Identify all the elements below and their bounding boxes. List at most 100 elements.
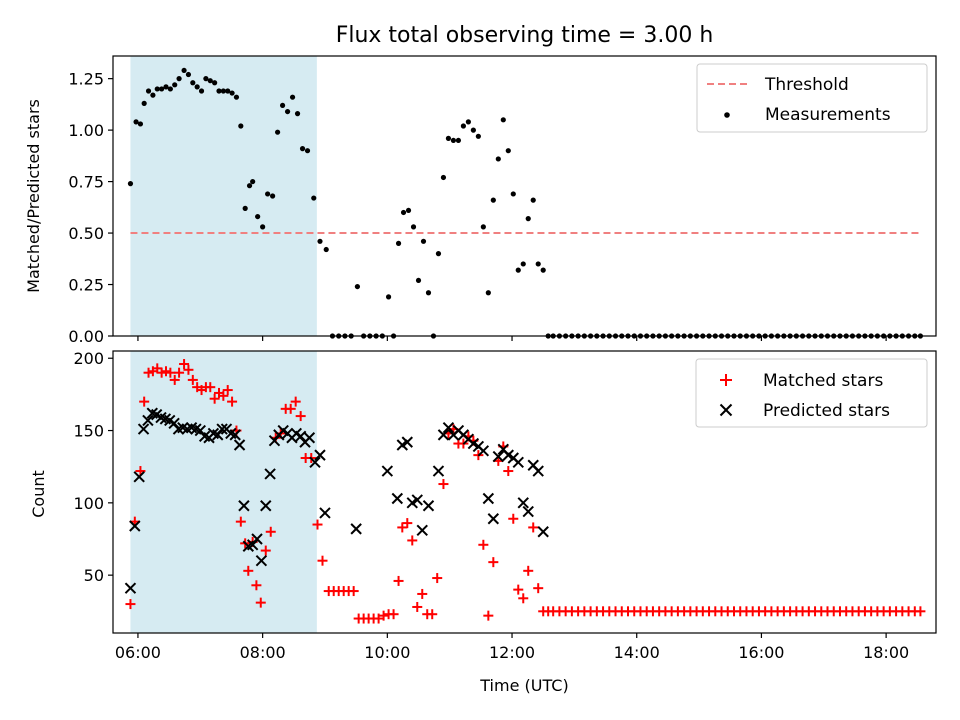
predicted-star-point <box>401 436 413 448</box>
matched-star-point <box>227 396 238 407</box>
predicted-star-point <box>268 434 281 447</box>
measurement-point <box>455 137 462 144</box>
measurement-point <box>395 240 402 246</box>
bottom-y-axis-label: Count <box>29 470 48 518</box>
matched-star-point <box>915 606 926 617</box>
measurement-point <box>181 67 187 74</box>
measurement-point <box>242 205 248 211</box>
matched-star-point <box>295 411 306 422</box>
top-shaded-band <box>130 56 317 336</box>
predicted-star-point <box>517 497 529 509</box>
matched-star-point <box>290 396 301 407</box>
predicted-star-point <box>522 505 534 518</box>
predicted-star-point <box>512 456 524 469</box>
measurement-point <box>260 224 266 230</box>
legend-matched-swatch <box>720 374 732 386</box>
measurement-point <box>154 86 160 92</box>
measurement-point <box>238 123 244 129</box>
matched-star-point <box>312 519 323 530</box>
measurement-point <box>207 78 213 84</box>
measurement-point <box>450 137 457 144</box>
bottom-legend: Matched stars Predicted stars <box>695 358 928 428</box>
measurement-point <box>440 174 447 181</box>
measurement-point <box>465 119 471 125</box>
matched-star-point <box>438 479 449 490</box>
predicted-star-point <box>260 500 272 512</box>
measurement-point <box>515 267 521 273</box>
top-y-tick-label: 0.25 <box>68 276 104 295</box>
bottom-panel: 50 100 150 200 06:00 08:00 10:00 12:00 14:00 16:… <box>29 349 937 695</box>
measurement-point <box>167 86 173 92</box>
bottom-x-ticks: 06:00 08:00 10:00 12:00 14:00 16:00 18:00 <box>115 633 909 662</box>
bottom-axes-frame <box>112 350 937 634</box>
measurement-point <box>137 121 144 127</box>
measurement-point <box>159 86 165 92</box>
top-y-tick-label: 1.25 <box>68 70 104 89</box>
predicted-star-point <box>212 429 224 441</box>
measurement-point <box>540 267 546 273</box>
matched-star-point <box>174 367 185 378</box>
bottom-legend-box <box>695 358 928 428</box>
measurement-point <box>385 294 392 300</box>
predicted-star-point <box>532 465 544 477</box>
predicted-star-point <box>264 468 276 480</box>
matched-star-point <box>209 393 220 404</box>
measurement-point <box>212 80 218 86</box>
matched-star-point <box>205 382 216 393</box>
measurement-point <box>415 277 422 284</box>
measurement-point <box>525 216 531 222</box>
predicted-star-point <box>319 507 331 519</box>
top-x-ticks <box>137 336 887 341</box>
predicted-star-point <box>391 492 404 505</box>
predicted-star-point <box>442 421 455 434</box>
matched-star-point <box>235 516 246 527</box>
predicted-star-point <box>411 494 423 506</box>
measurement-point <box>255 213 261 220</box>
predicted-star-point <box>233 439 246 451</box>
measurement-point <box>317 238 323 244</box>
predicted-star-point <box>251 533 263 545</box>
matched-star-point <box>397 522 408 533</box>
matched-star-point <box>528 522 539 533</box>
measurement-point <box>520 261 526 267</box>
legend-measurements-label: Measurements <box>765 105 891 125</box>
measurement-point <box>198 88 205 94</box>
matched-star-point <box>143 367 154 378</box>
predicted-star-point <box>124 582 137 594</box>
predicted-star-point <box>309 456 321 469</box>
matched-star-point <box>407 535 418 546</box>
measurement-point <box>246 183 253 189</box>
measurement-point <box>425 290 432 296</box>
matched-star-point <box>393 575 404 586</box>
predicted-star-point <box>487 513 500 525</box>
matched-star-point <box>523 565 534 576</box>
top-y-tick-label: 0.75 <box>68 173 104 192</box>
matched-star-point <box>533 583 544 594</box>
predicted-star-point <box>437 429 450 441</box>
measurement-point <box>127 181 134 187</box>
predicted-star-point <box>168 417 180 430</box>
matched-star-point <box>508 513 519 524</box>
top-panel: 0.00 0.25 0.50 0.75 1.00 1.25 Matched/Predict… <box>24 55 937 346</box>
legend-predicted-label: Predicted stars <box>763 401 890 421</box>
measurement-point <box>480 224 486 230</box>
top-legend: Threshold Measurements <box>696 63 928 133</box>
predicted-star-point <box>432 465 445 477</box>
measurement-point <box>410 224 417 230</box>
matched-star-point <box>518 593 529 604</box>
figure-title: Flux total observing time = 3.00 h <box>336 23 714 48</box>
matched-star-point <box>265 526 276 537</box>
bottom-y-ticks: 50 100 150 200 <box>73 349 113 585</box>
measurement-point <box>475 133 481 139</box>
measurement-point <box>510 191 516 197</box>
top-y-tick-label: 0.00 <box>68 327 104 346</box>
matched-star-point <box>251 580 262 591</box>
bottom-y-tick-label: 50 <box>84 566 104 585</box>
measurement-point <box>311 195 317 201</box>
matched-star-point <box>427 609 438 620</box>
matched-star-point <box>255 597 266 608</box>
measurement-point <box>185 71 192 78</box>
legend-predicted-swatch <box>719 403 733 417</box>
matched-star-point <box>503 466 514 477</box>
matched-stars-points <box>125 359 926 624</box>
